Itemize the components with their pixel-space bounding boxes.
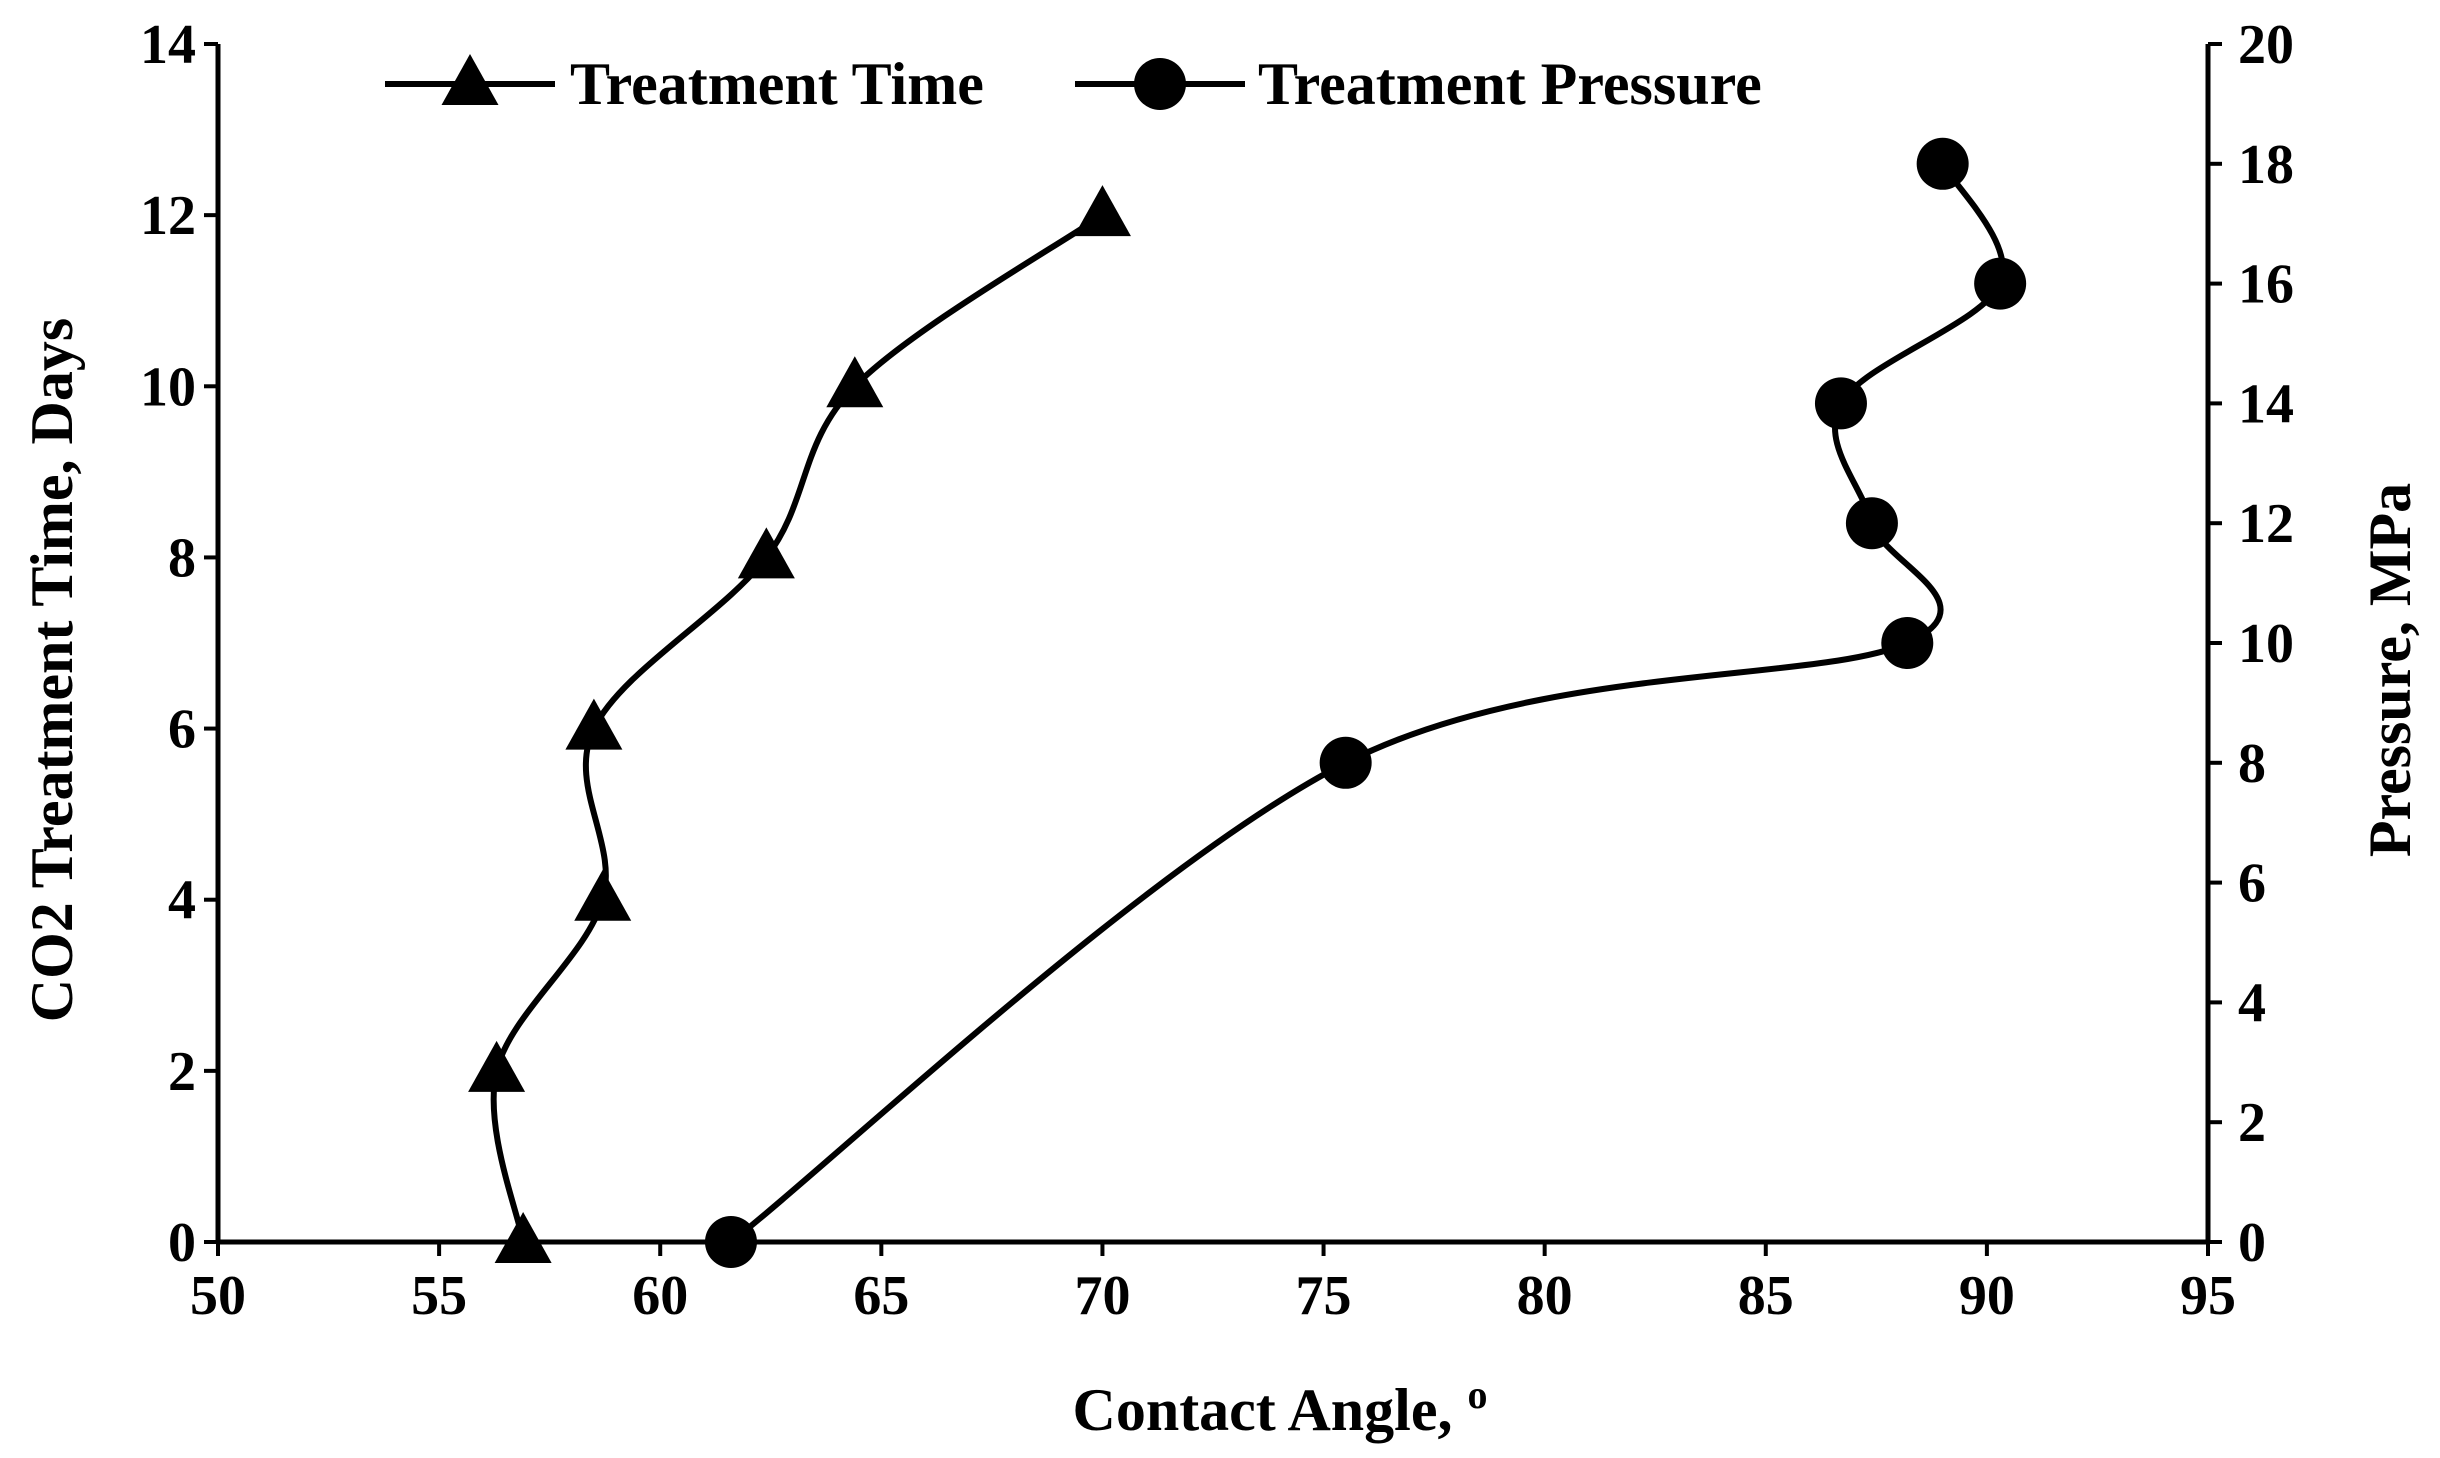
x-axis-title: Contact Angle, o	[1073, 1372, 1488, 1443]
data-point-triangle	[574, 869, 632, 921]
legend-item: Treatment Time	[385, 51, 984, 117]
y-tick-label: 10	[140, 356, 196, 418]
series-treatment-pressure	[704, 137, 2027, 1268]
x-axis-title-superscript: o	[1467, 1372, 1487, 1417]
x-tick-label: 90	[1959, 1265, 2015, 1327]
data-point-triangle	[826, 356, 884, 408]
legend-circle-marker	[1134, 58, 1186, 110]
y2-tick-label: 12	[2238, 493, 2294, 555]
y2-tick-label: 2	[2238, 1092, 2266, 1154]
y2-tick-label: 20	[2238, 14, 2294, 76]
legend-triangle-marker	[441, 54, 499, 105]
y-tick-label: 4	[168, 870, 196, 932]
y2-tick-label: 18	[2238, 134, 2294, 196]
legend-label: Treatment Time	[570, 51, 984, 117]
data-point-circle	[1845, 497, 1898, 550]
data-point-triangle	[565, 698, 623, 750]
x-tick-label: 70	[1074, 1265, 1130, 1327]
y2-tick-label: 16	[2238, 254, 2294, 316]
y2-tick-label: 4	[2238, 972, 2266, 1034]
y-tick-label: 6	[168, 699, 196, 761]
data-point-circle	[1916, 137, 1969, 190]
x-tick-label: 80	[1517, 1265, 1573, 1327]
legend-label: Treatment Pressure	[1258, 51, 1762, 117]
series-treatment-time	[468, 185, 1131, 1263]
y-tick-label: 0	[168, 1212, 196, 1274]
y2-tick-label: 6	[2238, 853, 2266, 915]
ticks: 50 55 60 65 70 75 80 85 90 9502468101214024681012…	[140, 14, 2294, 1327]
data-point-circle	[1881, 617, 1934, 669]
data-point-triangle	[494, 1212, 552, 1263]
y2-tick-label: 10	[2238, 613, 2294, 675]
x-tick-label: 75	[1296, 1265, 1352, 1327]
x-tick-label: 50	[190, 1265, 246, 1327]
series-line	[729, 162, 2006, 1245]
y2-tick-label: 0	[2238, 1212, 2266, 1274]
legend: Treatment Time Treatment Pressure	[385, 51, 1762, 117]
x-tick-label: 65	[853, 1265, 909, 1327]
legend-item: Treatment Pressure	[1075, 51, 1762, 117]
x-tick-label: 60	[632, 1265, 688, 1327]
x-tick-label: 85	[1738, 1265, 1794, 1327]
data-point-circle	[1319, 736, 1372, 789]
y-axis-title: CO2 Treatment Time, Days	[19, 318, 85, 1022]
data-point-triangle	[737, 527, 795, 579]
x-tick-label: 95	[2180, 1265, 2236, 1327]
data-point-triangle	[1073, 185, 1131, 237]
y-tick-label: 12	[140, 185, 196, 247]
data-point-circle	[704, 1216, 757, 1268]
y2-axis-title: Pressure, MPa	[2357, 483, 2423, 857]
y-tick-label: 14	[140, 14, 196, 76]
y2-tick-label: 8	[2238, 733, 2266, 795]
y-tick-label: 8	[168, 527, 196, 589]
data-point-triangle	[468, 1040, 526, 1092]
x-tick-label: 55	[411, 1265, 467, 1327]
series	[468, 137, 2027, 1268]
data-point-circle	[1974, 257, 2027, 310]
data-point-circle	[1814, 377, 1867, 430]
y2-tick-label: 14	[2238, 373, 2294, 435]
y-tick-label: 2	[168, 1041, 196, 1103]
